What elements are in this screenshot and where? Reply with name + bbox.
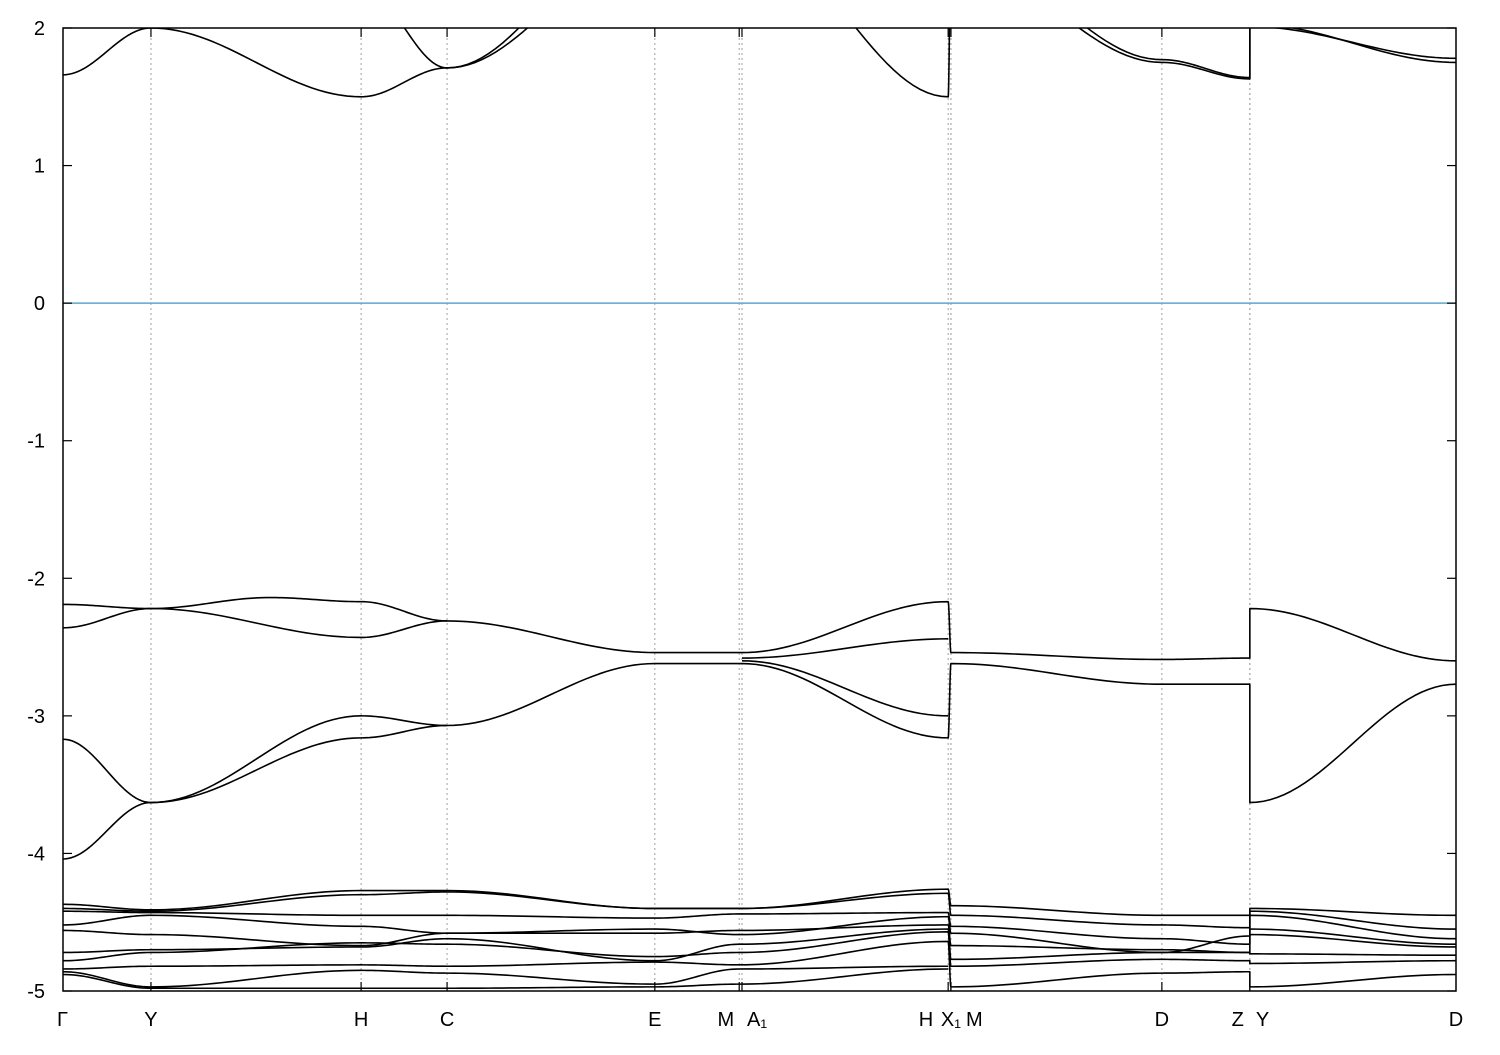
y-tick-label: 1 [34, 156, 45, 178]
x-tick-label: X₁ [941, 1009, 961, 1031]
band-6 [63, 607, 448, 639]
x-tick-label: H [919, 1009, 933, 1031]
band-8 [63, 724, 448, 860]
y-tick-label: -2 [27, 568, 45, 590]
band-3 [1086, 28, 1456, 79]
x-tick-label: Z [1232, 1009, 1244, 1031]
band-2 [855, 28, 951, 98]
x-tick-label: E [648, 1009, 661, 1031]
band-18 [63, 928, 1456, 962]
band-17 [63, 924, 1456, 954]
x-tick-label: C [440, 1009, 454, 1031]
x-tick-label: D [1449, 1009, 1463, 1031]
band-12 [741, 660, 949, 717]
band-21 [63, 965, 949, 988]
y-tick-label: -4 [27, 843, 45, 865]
x-tick-label: Γ [57, 1009, 68, 1031]
x-axis: Γ Y H C E M A₁ H X₁ M D Z Y D [57, 28, 1463, 1031]
x-tick-label: A₁ [747, 1009, 767, 1031]
y-tick-label: -1 [27, 431, 45, 453]
bands [63, 28, 1456, 990]
band-0 [63, 28, 529, 98]
x-tick-label: Y [144, 1009, 157, 1031]
y-tick-label: -5 [27, 981, 45, 1003]
band-19 [63, 931, 1456, 968]
band-1 [403, 28, 520, 69]
y-axis: -5 -4 -3 -2 -1 0 1 2 [27, 18, 1456, 1003]
y-tick-label: 2 [34, 18, 45, 40]
x-tick-label: M [718, 1009, 735, 1031]
band-5 [63, 596, 742, 654]
band-13 [63, 888, 1456, 917]
band-7 [63, 662, 742, 804]
y-tick-label: -3 [27, 706, 45, 728]
grid-lines [150, 28, 1251, 991]
band-11 [741, 638, 949, 659]
band-14 [63, 891, 1456, 930]
band-20 [63, 940, 1456, 988]
y-tick-label: 0 [34, 293, 45, 315]
x-tick-label: H [354, 1009, 368, 1031]
band-16 [63, 914, 1456, 954]
band-10 [741, 662, 1456, 804]
band-9 [741, 600, 1456, 662]
x-tick-label: D [1155, 1009, 1169, 1031]
plot-frame [62, 27, 1457, 992]
band-4 [1077, 28, 1456, 80]
band-15 [63, 910, 1456, 946]
x-tick-label: Y [1256, 1009, 1269, 1031]
x-tick-label: M [966, 1009, 983, 1031]
